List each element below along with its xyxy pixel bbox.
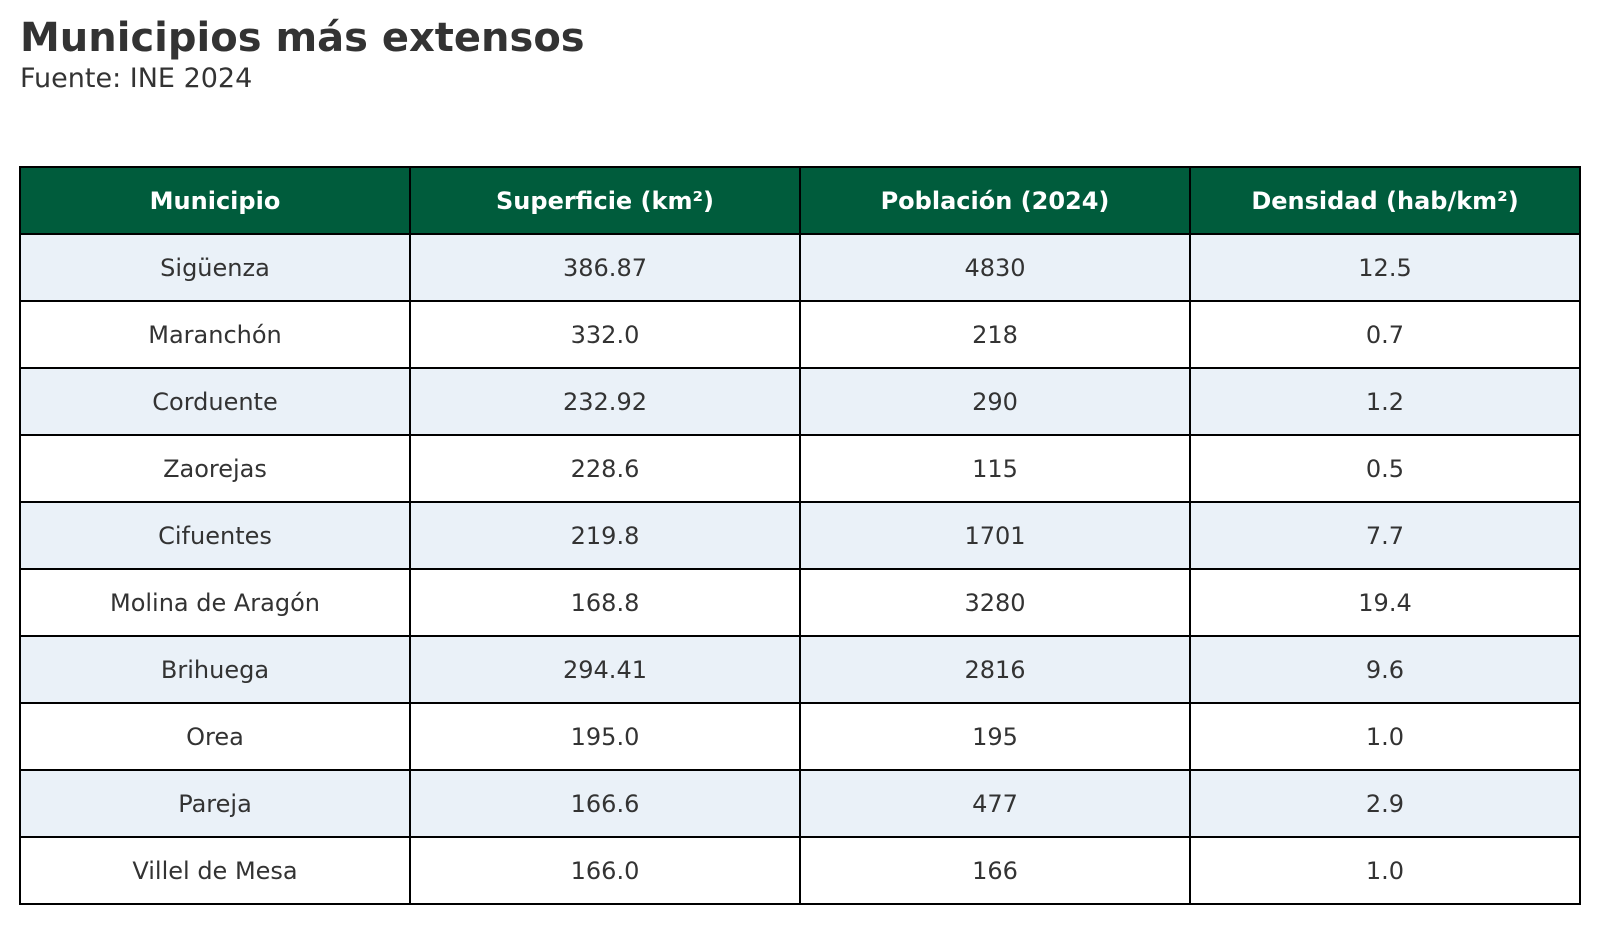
table-row: Corduente 232.92 290 1.2 [19,367,1581,436]
cell-poblacion: 477 [799,769,1191,838]
page-subtitle: Fuente: INE 2024 [20,63,253,94]
cell-densidad: 1.0 [1189,702,1581,771]
cell-municipio: Cifuentes [19,501,411,570]
table-row: Maranchón 332.0 218 0.7 [19,300,1581,369]
cell-densidad: 7.7 [1189,501,1581,570]
column-header-densidad: Densidad (hab/km²) [1189,166,1581,235]
table-body: Sigüenza 386.87 4830 12.5 Maranchón 332.0 218 0… [19,233,1581,905]
cell-municipio: Villel de Mesa [19,836,411,905]
cell-municipio: Sigüenza [19,233,411,302]
table-row: Sigüenza 386.87 4830 12.5 [19,233,1581,302]
cell-superficie: 332.0 [409,300,801,369]
cell-poblacion: 166 [799,836,1191,905]
table-row: Cifuentes 219.8 1701 7.7 [19,501,1581,570]
table-header: Municipio Superficie (km²) Población (20… [19,166,1581,235]
cell-superficie: 195.0 [409,702,801,771]
cell-municipio: Zaorejas [19,434,411,503]
table-row: Villel de Mesa 166.0 166 1.0 [19,836,1581,905]
cell-densidad: 19.4 [1189,568,1581,637]
table-row: Molina de Aragón 168.8 3280 19.4 [19,568,1581,637]
cell-superficie: 386.87 [409,233,801,302]
cell-superficie: 166.6 [409,769,801,838]
cell-densidad: 1.0 [1189,836,1581,905]
cell-densidad: 0.7 [1189,300,1581,369]
column-header-superficie: Superficie (km²) [409,166,801,235]
cell-superficie: 166.0 [409,836,801,905]
cell-densidad: 1.2 [1189,367,1581,436]
cell-densidad: 12.5 [1189,233,1581,302]
cell-poblacion: 2816 [799,635,1191,704]
table-row: Zaorejas 228.6 115 0.5 [19,434,1581,503]
cell-poblacion: 290 [799,367,1191,436]
cell-municipio: Orea [19,702,411,771]
cell-poblacion: 195 [799,702,1191,771]
municipalities-table: Municipio Superficie (km²) Población (20… [19,166,1581,905]
cell-superficie: 294.41 [409,635,801,704]
table-row: Pareja 166.6 477 2.9 [19,769,1581,838]
cell-densidad: 2.9 [1189,769,1581,838]
cell-poblacion: 218 [799,300,1191,369]
cell-municipio: Brihuega [19,635,411,704]
cell-superficie: 228.6 [409,434,801,503]
column-header-poblacion: Población (2024) [799,166,1191,235]
cell-superficie: 232.92 [409,367,801,436]
cell-densidad: 0.5 [1189,434,1581,503]
page-title: Municipios más extensos [20,15,585,61]
table-row: Brihuega 294.41 2816 9.6 [19,635,1581,704]
cell-municipio: Molina de Aragón [19,568,411,637]
cell-poblacion: 1701 [799,501,1191,570]
cell-poblacion: 4830 [799,233,1191,302]
table-row: Orea 195.0 195 1.0 [19,702,1581,771]
cell-municipio: Corduente [19,367,411,436]
cell-densidad: 9.6 [1189,635,1581,704]
cell-superficie: 219.8 [409,501,801,570]
cell-municipio: Maranchón [19,300,411,369]
column-header-municipio: Municipio [19,166,411,235]
table-header-row: Municipio Superficie (km²) Población (20… [19,166,1581,235]
cell-superficie: 168.8 [409,568,801,637]
cell-poblacion: 115 [799,434,1191,503]
cell-poblacion: 3280 [799,568,1191,637]
cell-municipio: Pareja [19,769,411,838]
